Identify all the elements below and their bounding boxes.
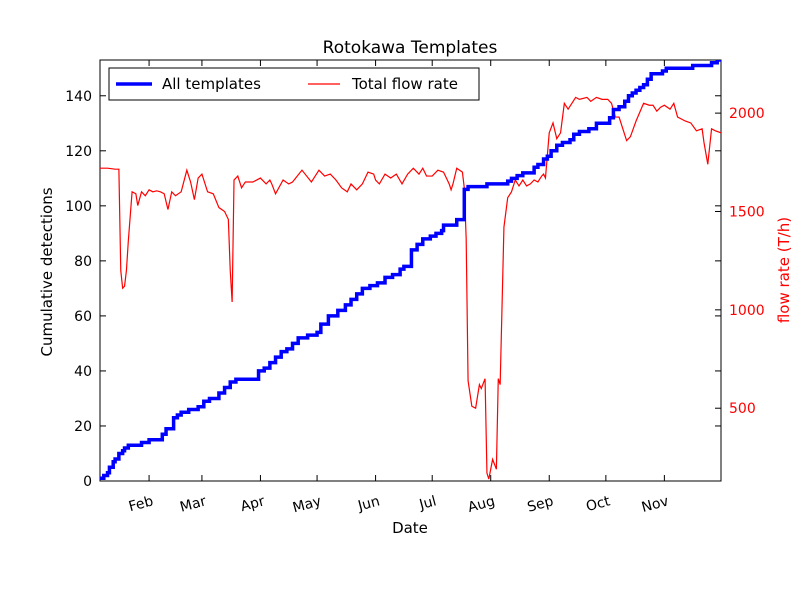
y2-tick-label: 500 [729,401,756,417]
y-tick-label: 60 [74,309,92,325]
x-axis-title: Date [392,519,428,537]
legend-label-all-templates: All templates [162,75,261,93]
x-tick-label: Mar [178,493,208,515]
x-tick-label: Nov [640,493,671,516]
y-tick-label: 140 [65,89,92,105]
x-tick-label: Jul [417,493,438,513]
y-tick-label: 80 [74,254,92,270]
x-tick-label: Apr [239,493,267,515]
x-tick-label: Jun [355,493,381,514]
x-tick-label: Sep [526,493,556,515]
legend-box [108,67,480,101]
y-tick-label: 20 [74,419,92,435]
x-tick-label: Feb [127,493,155,515]
y-tick-label: 100 [65,199,92,215]
chart-title: Rotokawa Templates [323,38,498,58]
x-tick-label: May [291,493,323,516]
left-y-axis: 0 20 40 60 80 100 120 140 [65,89,721,490]
x-tick-label: Aug [466,493,497,516]
legend-label-total-flow-rate: Total flow rate [351,75,458,93]
y-axis-title: Cumulative detections [38,187,56,356]
legend: All templates Total flow rate [108,67,480,101]
plot-area-frame [99,59,722,482]
y2-tick-label: 2000 [729,106,765,122]
y-tick-label: 120 [65,144,92,160]
right-y-axis: 500 1000 1500 2000 [715,106,765,417]
series-line-all-templates [100,60,721,480]
x-tick-label: Oct [584,493,612,515]
x-axis: Feb Mar Apr May Jun Jul Aug Sep Oct Nov [127,60,670,516]
y2-tick-label: 1000 [729,303,765,319]
series-line-total-flow-rate [100,96,721,480]
y-tick-label: 0 [83,474,92,490]
y2-axis-title: flow rate (T/h) [775,217,793,323]
y2-tick-label: 1500 [729,204,765,220]
y-tick-label: 40 [74,364,92,380]
